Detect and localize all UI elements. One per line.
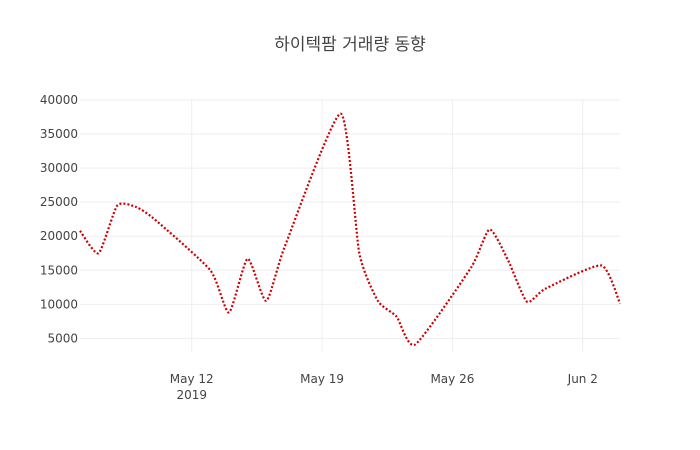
grid-layer: [80, 99, 620, 352]
y-tick-label: 20000: [40, 229, 78, 243]
series-line: [79, 112, 622, 346]
y-tick-label: 35000: [40, 127, 78, 141]
x-tick-label: May 12: [170, 372, 214, 386]
chart-title: 하이텍팜 거래량 동향: [274, 35, 426, 55]
y-tick-label: 25000: [40, 195, 78, 209]
x-tick-label: May 26: [430, 372, 474, 386]
series-layer: [79, 112, 622, 346]
y-tick-label: 5000: [47, 331, 78, 345]
y-tick-label: 40000: [40, 93, 78, 107]
x-tick-label: Jun 2: [567, 372, 598, 386]
y-tick-label: 30000: [40, 161, 78, 175]
y-tick-label: 15000: [40, 263, 78, 277]
y-tick-label: 10000: [40, 297, 78, 311]
axis-layer: 5000 10000 15000 20000 25000 30000 35000 40000 M…: [40, 93, 598, 402]
x-tick-sublabel: 2019: [176, 388, 207, 402]
x-tick-label: May 19: [300, 372, 344, 386]
